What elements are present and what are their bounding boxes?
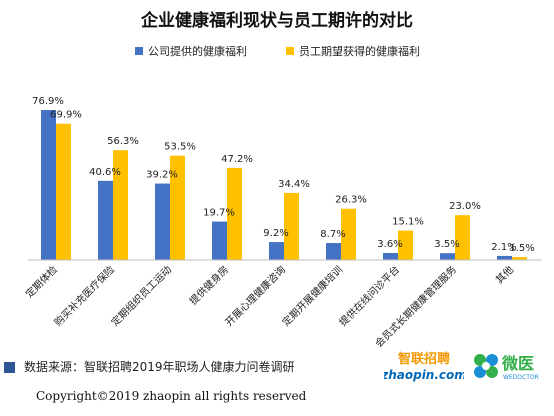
weiyi-logo: 微医 WEDOCTOR [474, 354, 539, 381]
bar-employee-0 [56, 123, 71, 260]
bar-company-0 [41, 110, 56, 260]
weiyi-logo-icon [474, 354, 498, 378]
category-label-0: 定期体检 [23, 263, 60, 300]
value-label-company-4: 9.2% [263, 228, 288, 239]
value-label-company-8: 2.1% [491, 242, 516, 253]
source-text: 数据来源：智联招聘2019年职场人健康力问卷调研 [24, 360, 295, 374]
bar-employee-1 [113, 150, 128, 260]
bar-company-1 [98, 180, 113, 260]
zhaopin-logo: 智联招聘 zhaopin.com [384, 351, 464, 382]
legend-swatch-employee [286, 47, 294, 55]
category-label-3: 提供健身房 [187, 263, 232, 308]
category-label-5: 定期开展健康培训 [279, 263, 345, 329]
value-label-company-1: 40.6% [89, 167, 121, 178]
category-label-8: 其他 [493, 263, 516, 286]
value-label-employee-3: 47.2% [221, 154, 253, 165]
value-label-employee-4: 34.4% [278, 179, 310, 190]
bar-company-4 [269, 242, 284, 260]
category-label-1: 购买补充医疗保险 [51, 263, 117, 329]
bar-company-3 [212, 221, 227, 260]
bar-company-5 [326, 243, 341, 260]
copyright-text: Copyright©2019 zhaopin all rights reserv… [36, 389, 307, 403]
source-marker [4, 362, 15, 373]
weiyi-logo-en: WEDOCTOR [503, 374, 539, 381]
bar-employee-7 [455, 215, 470, 260]
bar-company-7 [440, 253, 455, 260]
value-label-employee-2: 53.5% [164, 142, 196, 153]
bar-employee-8 [512, 257, 527, 260]
value-label-company-5: 8.7% [320, 229, 345, 240]
value-label-employee-5: 26.3% [335, 195, 367, 206]
chart: 企业健康福利现状与员工期许的对比 公司提供的健康福利 员工期望获得的健康福利 7… [23, 10, 542, 350]
legend-label-company: 公司提供的健康福利 [148, 44, 247, 58]
value-label-employee-1: 56.3% [107, 136, 139, 147]
weiyi-logo-cn: 微医 [501, 354, 534, 373]
value-label-employee-8: 1.5% [509, 243, 534, 254]
value-label-employee-6: 15.1% [392, 217, 424, 228]
category-label-4: 开展心理健康咨询 [222, 263, 288, 329]
legend-label-employee: 员工期望获得的健康福利 [299, 44, 420, 58]
chart-title: 企业健康福利现状与员工期许的对比 [140, 10, 413, 31]
bar-employee-4 [284, 192, 299, 260]
zhaopin-logo-cn: 智联招聘 [398, 351, 450, 367]
bars [41, 110, 527, 260]
legend: 公司提供的健康福利 员工期望获得的健康福利 [135, 44, 420, 58]
value-label-company-3: 19.7% [203, 208, 235, 219]
value-label-company-0: 76.9% [32, 96, 64, 107]
zhaopin-logo-en: zhaopin.com [384, 368, 464, 382]
bar-employee-2 [170, 155, 185, 260]
category-label-2: 定期组织员工运动 [108, 263, 174, 329]
bar-employee-5 [341, 208, 356, 260]
value-label-company-2: 39.2% [146, 170, 178, 181]
bar-employee-6 [398, 230, 413, 260]
value-label-employee-7: 23.0% [449, 201, 481, 212]
value-label-company-6: 3.6% [377, 239, 402, 250]
bar-employee-3 [227, 167, 242, 260]
value-label-company-7: 3.5% [434, 239, 459, 250]
legend-swatch-company [135, 47, 143, 55]
value-labels: 76.9% 69.9% 40.6% 56.3% 39.2% 53.5% 19.7% 47.2%… [32, 96, 535, 254]
bar-company-2 [155, 183, 170, 260]
bar-company-8 [497, 255, 512, 260]
value-label-employee-0: 69.9% [50, 110, 82, 121]
category-label-6: 提供在线问诊平台 [336, 263, 402, 329]
bar-company-6 [383, 252, 398, 260]
